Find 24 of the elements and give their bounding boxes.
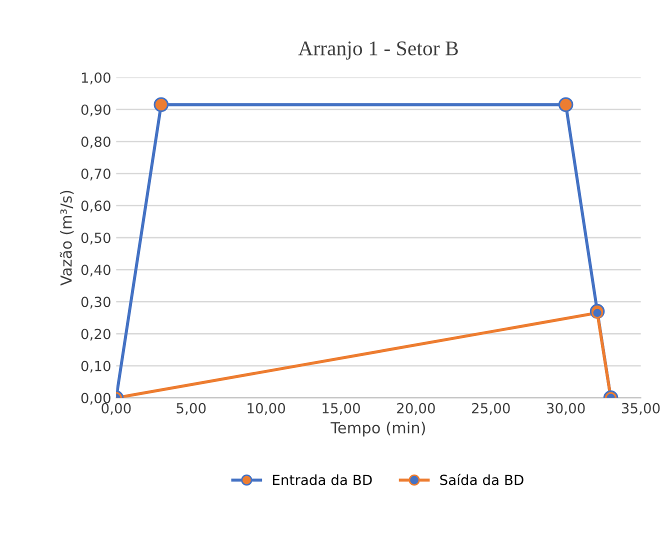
y-tick-label: 0,00 — [81, 392, 110, 405]
y-tick-label: 1,00 — [82, 72, 110, 84]
x-tick-label: 30,00 — [547, 402, 585, 415]
y-tick-label: 0,10 — [81, 360, 110, 373]
x-tick-label: 25,00 — [472, 402, 510, 415]
y-tick-label: 0,90 — [81, 104, 110, 116]
x-tick-label: 20,00 — [397, 402, 435, 415]
chart-title: Arranjo 1 - Setor B — [298, 41, 458, 60]
x-tick-label: 10,00 — [248, 402, 286, 415]
legend-label: Entrada da BD — [273, 474, 372, 486]
x-axis-title: Tempo (min) — [330, 422, 425, 436]
x-tick-label: 5,00 — [176, 402, 206, 415]
y-tick-label: 0,80 — [81, 136, 110, 148]
y-tick-label: 0,40 — [81, 264, 110, 277]
x-tick-label: 35,00 — [622, 402, 660, 415]
x-tick-label: 15,00 — [322, 402, 360, 415]
y-tick-label: 0,20 — [81, 328, 110, 341]
x-tick-label: 0,00 — [102, 402, 131, 415]
y-axis-title: Vazão (m³/s) — [60, 190, 74, 286]
y-tick-label: 0,70 — [81, 168, 110, 180]
y-tick-label: 0,50 — [81, 232, 110, 245]
y-tick-label: 0,30 — [81, 296, 110, 309]
y-tick-label: 0,60 — [81, 200, 110, 212]
legend-label: Saída da BD — [440, 474, 524, 486]
